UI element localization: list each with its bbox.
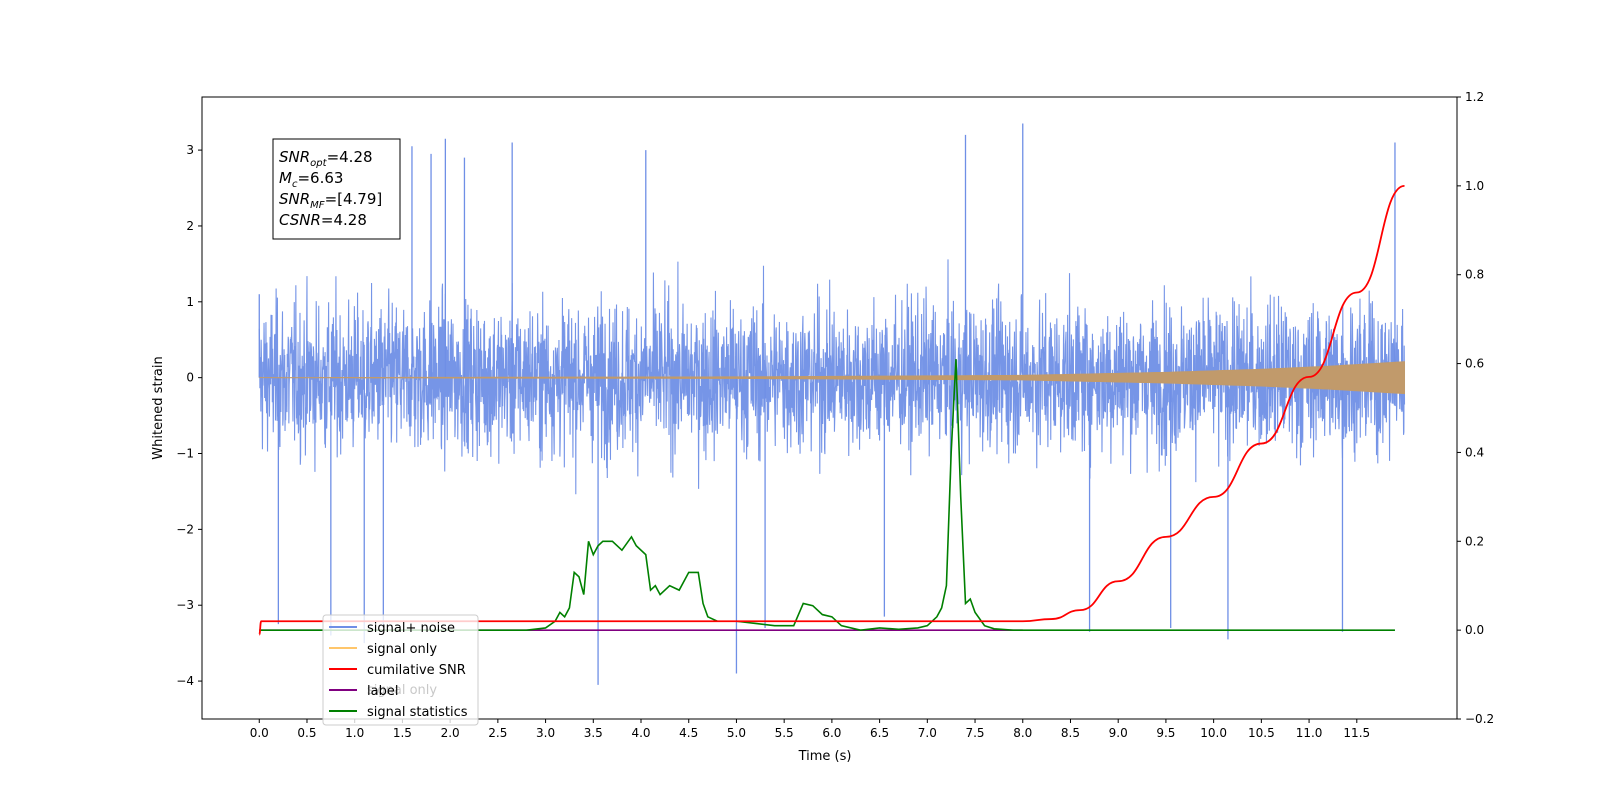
y-tick-label: 3 <box>186 143 194 157</box>
y2-tick-label: −0.2 <box>1465 712 1494 726</box>
y-axis-label: Whitened strain <box>151 356 166 459</box>
y-tick-label: 1 <box>186 295 194 309</box>
y-tick-label: −2 <box>176 522 194 536</box>
legend-entry: cumilative SNR <box>367 663 466 678</box>
x-tick-label: 6.5 <box>870 726 889 740</box>
y2-tick-label: 0.0 <box>1465 623 1484 637</box>
plot-area <box>258 123 1406 685</box>
x-tick-label: 8.0 <box>1013 726 1032 740</box>
y-tick-label: 2 <box>186 219 194 233</box>
y2-tick-label: 0.4 <box>1465 445 1484 459</box>
series-cumulative-snr <box>258 184 1405 636</box>
annotation-line: Mc=6.63 <box>279 169 343 190</box>
x-axis-label: Time (s) <box>798 749 852 764</box>
legend-ghost-text: signal only <box>367 683 437 698</box>
x-tick-label: 0.5 <box>297 726 316 740</box>
x-tick-label: 0.0 <box>250 726 269 740</box>
x-tick-label: 3.5 <box>584 726 603 740</box>
annotation-frame <box>272 138 401 240</box>
series-signal-noise <box>258 259 1406 495</box>
annotation-line: SNRMF=[4.79] <box>279 190 382 211</box>
legend-entry: signal statistics <box>367 705 468 720</box>
legend-entry: signal only <box>367 642 437 657</box>
legend-entry: label <box>367 684 398 699</box>
y2-tick-label: 0.8 <box>1465 268 1484 282</box>
legend-entry: signal+ noise <box>367 621 455 636</box>
x-tick-label: 5.5 <box>775 726 794 740</box>
x-tick-label: 7.5 <box>965 726 984 740</box>
y-tick-label: 0 <box>186 371 194 385</box>
x-tick-label: 1.0 <box>345 726 364 740</box>
x-tick-label: 2.0 <box>441 726 460 740</box>
x-tick-label: 11.0 <box>1296 726 1323 740</box>
legend-frame <box>322 614 479 726</box>
x-tick-label: 9.0 <box>1109 726 1128 740</box>
x-tick-label: 11.5 <box>1343 726 1370 740</box>
annotation-line: SNRopt=4.28 <box>279 148 373 169</box>
axis-ticks: 0.0 0.5 1.0 1.5 2.0 2.5 3.0 3.5 4.0 4.5 5.0 5.5 6.0 6… <box>176 90 1494 740</box>
x-tick-label: 7.0 <box>918 726 937 740</box>
y2-tick-label: 1.0 <box>1465 179 1484 193</box>
axes-frame <box>201 96 1458 720</box>
y2-tick-label: 0.2 <box>1465 534 1484 548</box>
x-tick-label: 3.0 <box>536 726 555 740</box>
x-tick-label: 10.5 <box>1248 726 1275 740</box>
annotation-line: CSNR=4.28 <box>279 211 367 229</box>
x-tick-label: 9.5 <box>1156 726 1175 740</box>
x-tick-label: 2.5 <box>488 726 507 740</box>
x-tick-label: 4.5 <box>679 726 698 740</box>
legend[interactable]: signal only signal+ noise signal only cumil… <box>322 614 479 726</box>
x-tick-label: 1.5 <box>393 726 412 740</box>
x-tick-label: 5.0 <box>727 726 746 740</box>
x-tick-label: 6.0 <box>822 726 841 740</box>
x-tick-label: 4.0 <box>631 726 650 740</box>
y2-tick-label: 1.2 <box>1465 90 1484 104</box>
x-tick-label: 8.5 <box>1061 726 1080 740</box>
y-tick-label: −3 <box>176 598 194 612</box>
y-tick-label: −1 <box>176 447 194 461</box>
x-tick-label: 10.0 <box>1200 726 1227 740</box>
y-tick-label: −4 <box>176 674 194 688</box>
series-signal-only <box>259 361 1406 395</box>
y2-tick-label: 0.6 <box>1465 357 1484 371</box>
